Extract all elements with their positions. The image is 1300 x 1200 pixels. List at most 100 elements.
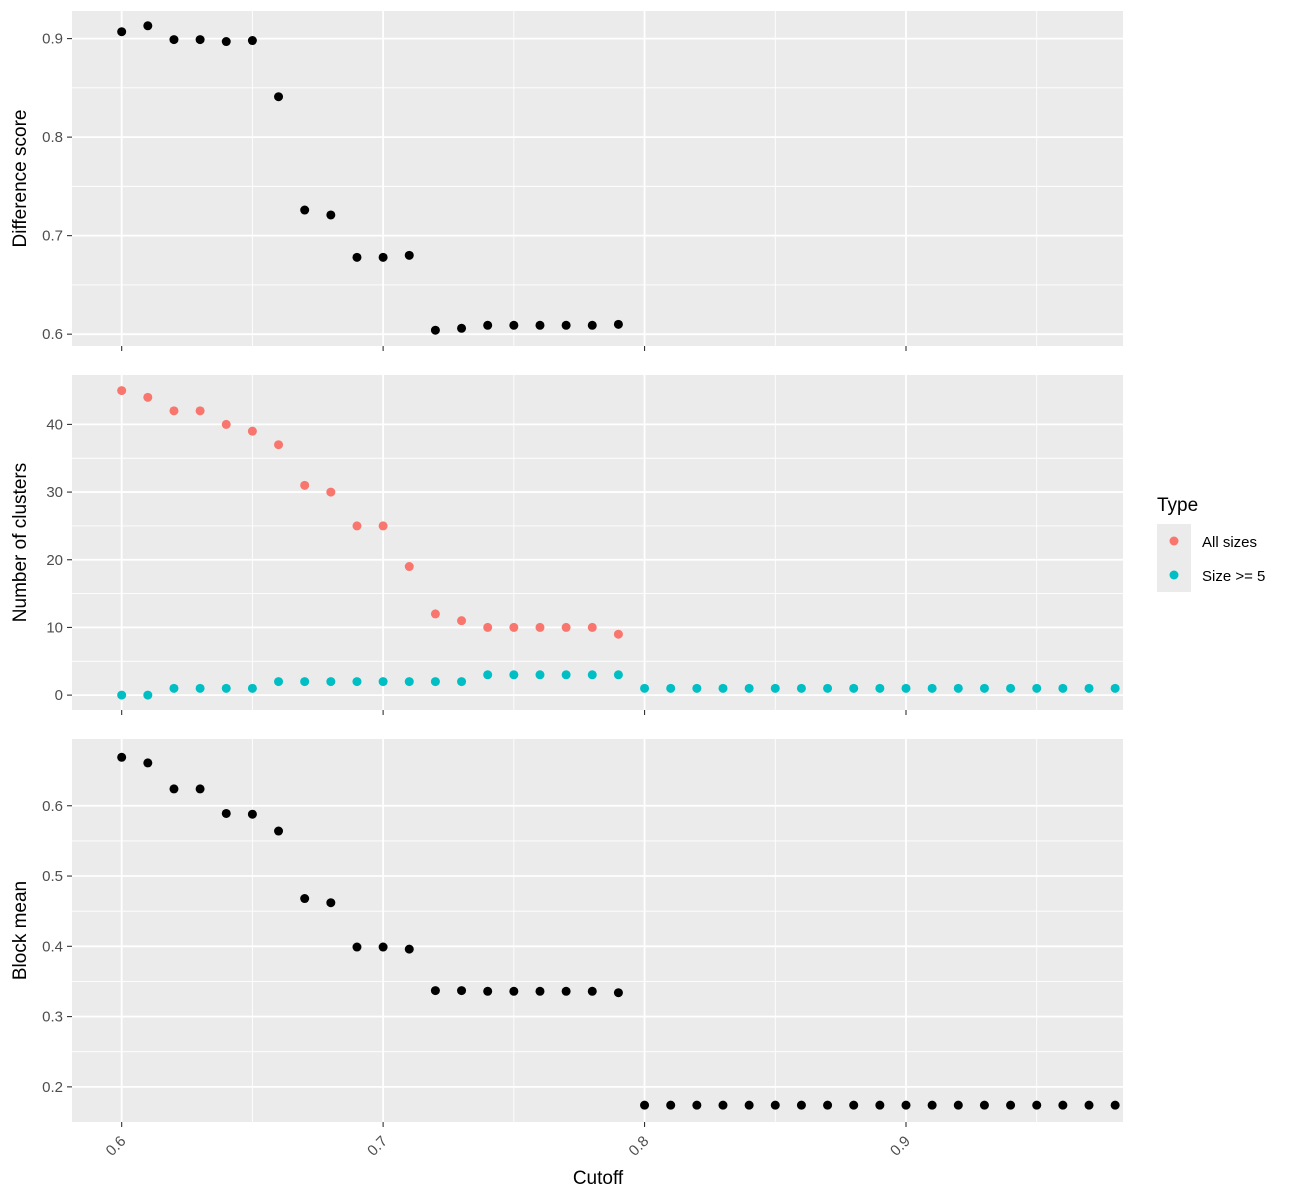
legend-key-size-5 [1169,570,1179,580]
data-point [796,683,806,693]
data-point [404,562,414,572]
data-point [326,210,336,220]
data-point [352,942,362,952]
data-point [326,898,336,908]
data-point [561,986,571,996]
y-tick-label: 0.6 [42,798,63,815]
x-tick-label: 0.8 [626,1133,653,1160]
data-point [561,320,571,330]
panel-background [72,739,1123,1122]
data-point [587,622,597,632]
data-point [483,622,493,632]
data-point [300,677,310,687]
data-point [195,784,205,794]
data-point [613,988,623,998]
data-point [274,92,284,102]
data-point [300,894,310,904]
data-point [1110,1100,1120,1110]
data-point [1110,683,1120,693]
data-point [378,521,388,531]
data-point [744,683,754,693]
data-point [849,1100,859,1110]
data-point [300,480,310,490]
y-tick-label: 0.3 [42,1009,63,1026]
legend-label-size-5: Size >= 5 [1202,568,1265,585]
y-axis-title: Number of clusters [10,463,31,622]
data-point [430,677,440,687]
data-point [875,1100,885,1110]
data-point [613,670,623,680]
series-points [117,21,623,335]
data-point [352,521,362,531]
data-point [221,683,231,693]
legend-label-all-sizes: All sizes [1202,534,1257,551]
panel-difference-score: 0.6 0.7 0.8 0.9 Difference score [10,11,1123,351]
data-point [483,320,493,330]
data-point [169,406,179,416]
data-point [274,826,284,836]
data-point [587,986,597,996]
data-point [901,1100,911,1110]
data-point [979,683,989,693]
data-point [195,683,205,693]
data-point [221,37,231,47]
data-point [274,440,284,450]
data-point [326,677,336,687]
data-point [901,683,911,693]
y-tick-label: 0.5 [42,868,63,885]
data-point [195,35,205,45]
data-point [666,1100,676,1110]
data-point [692,1100,702,1110]
data-point [117,690,127,700]
x-axis-title: Cutoff [573,1168,624,1189]
data-point [352,252,362,262]
data-point [823,1100,833,1110]
data-point [509,670,519,680]
data-point [1058,683,1068,693]
legend-key-all-sizes [1169,536,1179,546]
data-point [169,35,179,45]
y-tick-label: 0.6 [42,326,63,343]
data-point [195,406,205,416]
data-point [770,683,780,693]
data-point [221,419,231,429]
y-tick-label: 30 [46,484,63,501]
data-point [692,683,702,693]
y-tick-label: 0.9 [42,31,63,48]
data-point [430,325,440,335]
data-point [117,386,127,396]
data-point [457,616,467,626]
panel-background [72,11,1123,346]
panel-background [72,375,1123,710]
data-point [640,683,650,693]
data-point [823,683,833,693]
data-point [247,426,257,436]
data-point [247,809,257,819]
data-point [404,944,414,954]
data-point [483,986,493,996]
data-point [1032,683,1042,693]
data-point [796,1100,806,1110]
data-point [640,1100,650,1110]
legend: Type All sizes Size >= 5 [1157,495,1265,592]
legend-title: Type [1157,495,1198,516]
y-tick-label: 0.8 [42,129,63,146]
data-point [143,392,153,402]
data-point [875,683,885,693]
data-point [483,670,493,680]
x-axis: 0.6 0.7 0.8 0.9 [103,1133,914,1160]
series-points [117,752,1120,1110]
data-point [457,677,467,687]
data-point [1084,683,1094,693]
data-point [1006,1100,1016,1110]
data-point [143,21,153,31]
data-point [613,319,623,329]
data-point [300,205,310,215]
data-point [927,1100,937,1110]
data-point [378,677,388,687]
panel-number-of-clusters: 0 10 20 30 40 Number of clusters [10,375,1123,715]
x-tick-label: 0.9 [887,1133,914,1160]
data-point [430,609,440,619]
data-point [274,677,284,687]
